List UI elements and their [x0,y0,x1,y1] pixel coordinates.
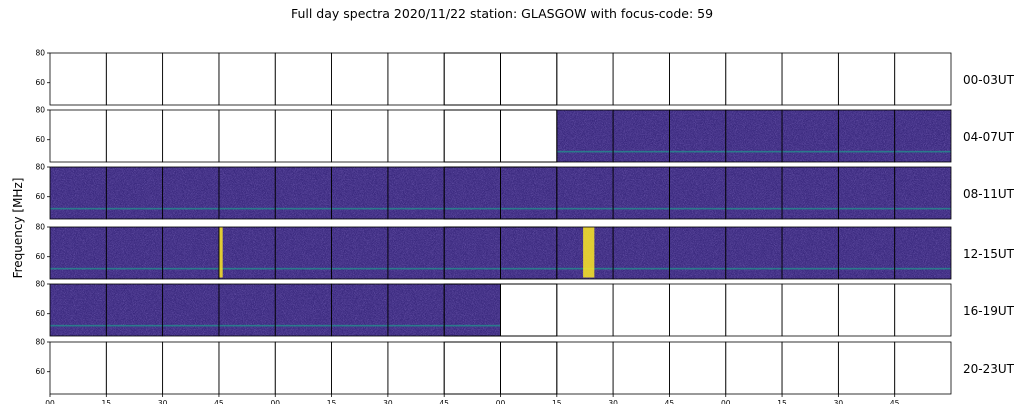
spectrum-row-12-15UT: 80 60 12-15UT [35,223,1015,280]
chart-title: Full day spectra 2020/11/22 station: GLA… [291,6,713,21]
sub-panel-frame [837,52,896,106]
sub-panel-frame [105,52,164,106]
sub-panel-frame [218,341,276,395]
sub-panel-frame [387,341,445,395]
sub-panel-frame [781,283,839,337]
x-tick-label: 00 [721,399,731,404]
sub-panel-frame [781,341,839,395]
x-tick-label: 30 [834,399,844,404]
radio-burst [218,227,223,278]
row-label: 00-03UT [963,73,1015,87]
sub-panel-frame [387,52,445,106]
y-tick-label: 80 [35,106,45,115]
sub-panel-frame [274,109,332,163]
spectrum-row-16-19UT: 80 60 16-19UT [35,280,1015,337]
sub-panel-frame [105,109,164,163]
y-tick-label: 60 [35,78,45,87]
sub-panel-frame [612,341,670,395]
sub-panel-frame [894,226,952,280]
x-tick-label: 30 [383,399,393,404]
sub-panel-frame [612,52,670,106]
sub-panel-frame [218,109,276,163]
sub-panel-frame [218,52,276,106]
interference-band [556,150,951,153]
sub-panel-frame [669,52,727,106]
sub-panel-frame [274,341,332,395]
sub-panel-frame [49,52,107,106]
sub-panel-frame [725,52,783,106]
sub-panel-frame [443,52,501,106]
y-tick-label: 80 [35,280,45,289]
sub-panel-frame [162,109,220,163]
spectrum-row-04-07UT: 80 60 04-07UT [35,106,1015,163]
y-tick-label: 80 [35,223,45,232]
spectrogram-noise [556,110,951,162]
x-tick-label: 45 [890,399,900,404]
sub-panel-frame [612,283,670,337]
x-tick-label: 30 [158,399,168,404]
spectrum-row-00-03UT: 80 60 00-03UT [35,49,1015,106]
spectrum-row-20-23UT: 80 60 20-23UT [35,338,1015,395]
y-tick-label: 60 [35,192,45,201]
x-tick-label: 00 [270,399,280,404]
y-tick-label: 60 [35,309,45,318]
sub-panel-frame [894,52,952,106]
sub-panel-frame [443,109,501,163]
sub-panel-frame [781,52,839,106]
sub-panel-frame [894,109,952,163]
sub-panel-frame [331,109,389,163]
sub-panel-frame [331,52,389,106]
x-tick-label: 00 [45,399,55,404]
sub-panel-frame [105,341,164,395]
sub-panel-frame [331,341,389,395]
sub-panel-frame [556,283,614,337]
sub-panel-frame [162,341,220,395]
sub-panel-frame [500,52,558,106]
y-tick-label: 80 [35,338,45,347]
x-tick-label: 15 [777,399,787,404]
sub-panel-frame [162,52,220,106]
x-tick-label: 45 [439,399,449,404]
sub-panel-frame [500,283,558,337]
x-tick-label: 15 [102,399,112,404]
sub-panel-frame [894,283,952,337]
sub-panel-frame [556,341,614,395]
x-tick-label: 45 [665,399,675,404]
y-tick-label: 80 [35,163,45,172]
sub-panel-frame [837,283,896,337]
sub-panel-frame [443,341,501,395]
row-label: 12-15UT [963,247,1015,261]
sub-panel-frame [500,341,558,395]
sub-panel-frame [725,283,783,337]
y-tick-label: 60 [35,252,45,261]
row-label: 04-07UT [963,130,1015,144]
sub-panel-frame [894,341,952,395]
x-tick-label: 15 [327,399,337,404]
sub-panel-frame [500,109,558,163]
row-label: 16-19UT [963,304,1015,318]
row-label: 20-23UT [963,362,1015,376]
sub-panel-frame [894,166,952,220]
y-tick-label: 60 [35,135,45,144]
sub-panel-frame [556,52,614,106]
radio-burst [583,227,595,278]
sub-panel-frame [49,109,107,163]
sub-panel-frame [387,109,445,163]
spectrum-row-08-11UT: 80 60 08-11UT [35,163,1015,220]
x-tick-label: 45 [214,399,224,404]
y-tick-label: 80 [35,49,45,58]
sub-panel-frame [669,341,727,395]
y-tick-label: 60 [35,367,45,376]
x-tick-label: 30 [608,399,618,404]
y-axis-label: Frequency [MHz] [11,178,25,279]
x-tick-label: 15 [552,399,562,404]
sub-panel-frame [669,283,727,337]
sub-panel-frame [274,52,332,106]
sub-panel-frame [49,341,107,395]
row-label: 08-11UT [963,187,1015,201]
sub-panel-frame [725,341,783,395]
sub-panel-frame [837,341,896,395]
x-tick-label: 00 [496,399,506,404]
